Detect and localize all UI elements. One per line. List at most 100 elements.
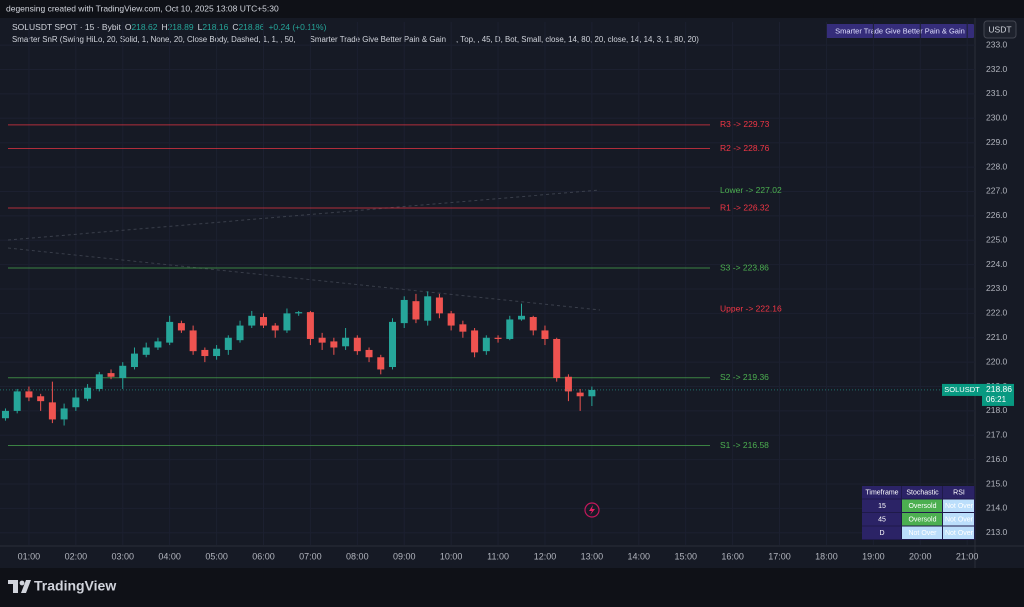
ohlc-value: 218.16 [202, 22, 228, 32]
candle-body [471, 330, 479, 353]
ohlc-value: 218.62 [131, 22, 157, 32]
table-cell: Oversold [908, 503, 936, 510]
y-tick-label: 228.0 [986, 161, 1008, 171]
candle-body [588, 389, 596, 397]
level-label: S3 -> 223.86 [720, 262, 769, 272]
candle-body [236, 325, 244, 341]
table-cell-bg [902, 526, 942, 539]
y-tick-label: 221.0 [986, 332, 1008, 342]
x-tick-label: 04:00 [158, 551, 181, 561]
x-tick-label: 09:00 [393, 551, 416, 561]
ohlc-label: H [161, 22, 167, 32]
candle-body [154, 341, 162, 348]
table-cell-bg [943, 526, 974, 539]
indicator-line: Smarter SnR (Swing HiLo, 20, Solid, 1, N… [12, 35, 699, 44]
y-tick-label: 218.0 [986, 405, 1008, 415]
y-tick-label: 229.0 [986, 137, 1008, 147]
table-cell: Not Over [945, 503, 974, 510]
currency-button[interactable] [983, 20, 1017, 39]
x-tick-label: 07:00 [299, 551, 322, 561]
chart-panel [0, 18, 1024, 568]
x-tick-label: 20:00 [909, 551, 932, 561]
candle-body [119, 365, 127, 378]
y-tick-label: 214.0 [986, 503, 1008, 513]
price-tag-symbol-bg [942, 383, 982, 396]
logo-mark [8, 580, 18, 593]
plot: 213.0214.0215.0216.0217.0218.0219.0220.0… [0, 22, 1014, 561]
x-tick-label: 14:00 [628, 551, 651, 561]
candle-body [84, 387, 92, 399]
y-tick-label: 224.0 [986, 259, 1008, 269]
ohlc-value: 218.86 [238, 22, 264, 32]
candle-body [283, 313, 291, 331]
candle-body [330, 341, 338, 348]
currency[interactable]: USDT [988, 24, 1011, 34]
price-tag-countdown: 06:21 [986, 395, 1007, 404]
x-tick-label: 21:00 [956, 551, 979, 561]
y-tick-label: 223.0 [986, 283, 1008, 293]
candle-body [48, 402, 56, 420]
candle-body [564, 376, 572, 392]
y-tick-label: 227.0 [986, 186, 1008, 196]
table-header-cell [862, 486, 901, 499]
candle-body [494, 337, 502, 339]
candle-body [177, 323, 185, 331]
header: degensing created with TradingView.com, … [6, 3, 279, 13]
candle-body [518, 315, 526, 320]
alert-icon[interactable] [584, 502, 600, 518]
y-tick-label: 233.0 [986, 39, 1008, 49]
table-cell: Not Over [908, 530, 937, 537]
level-label: Lower -> 227.02 [720, 185, 782, 195]
price-tag-symbol: SOLUSDT [944, 385, 980, 394]
indicator-text: Smarter SnR (Swing HiLo, 20, Solid, 1, N… [12, 35, 699, 44]
candle-body [435, 297, 443, 314]
x-tick-label: 17:00 [768, 551, 791, 561]
y-tick-label: 232.0 [986, 64, 1008, 74]
x-tick-label: 08:00 [346, 551, 369, 561]
candle-body [365, 349, 373, 358]
level-label: Upper -> 222.16 [720, 304, 782, 314]
badge-bg [826, 24, 974, 38]
price-tag-price: 218.86 [986, 384, 1012, 394]
table-cell-bg [862, 499, 901, 512]
logo-slash [21, 580, 31, 593]
table-cell: 15 [878, 503, 886, 510]
ohlc-value: 218.89 [168, 22, 194, 32]
table-cell-bg [902, 513, 942, 526]
y-tick-label: 231.0 [986, 88, 1008, 98]
logo-dot [19, 580, 25, 586]
table-header: Stochastic [906, 490, 939, 497]
x-tick-label: 18:00 [815, 551, 838, 561]
candle-body [248, 315, 256, 326]
candle-body [271, 325, 279, 331]
legend-symbol: SOLUSDT SPOT · 15 · Bybit [12, 22, 121, 32]
table-cell-bg [943, 513, 974, 526]
candle-body [259, 317, 267, 326]
legend-text: SOLUSDT SPOT · 15 · Bybit O218.62 H218.89 L… [12, 22, 327, 32]
candle-body [142, 347, 150, 355]
y-tick-label: 216.0 [986, 454, 1008, 464]
candle-body [541, 330, 549, 339]
table-cell: D [879, 530, 884, 537]
candle-body [95, 374, 103, 389]
badge: Smarter Trade Give Better Pain & Gain [835, 26, 965, 35]
candle-body [482, 337, 490, 352]
level-label: R1 -> 226.32 [720, 202, 770, 212]
level-label: S2 -> 219.36 [720, 372, 769, 382]
indicator-params: , Top, , 45, D, Bot, Small, close, 14, 8… [456, 35, 699, 44]
candle-body [130, 353, 138, 368]
candle-body [576, 392, 584, 397]
indicator-params: Smarter SnR (Swing HiLo, 20, Solid, 1, N… [12, 35, 296, 44]
y-tick-label: 213.0 [986, 527, 1008, 537]
candle-body [412, 301, 420, 320]
legend-change: +0.24 (+0.11%) [268, 22, 326, 32]
candle-body [342, 337, 350, 347]
candle-body [400, 299, 408, 324]
y-tick-label: 225.0 [986, 234, 1008, 244]
candle-body [353, 337, 361, 352]
ohlc-label: O [125, 22, 132, 32]
table-cell: Oversold [908, 517, 936, 524]
level-label: R3 -> 229.73 [720, 119, 770, 129]
candle-body [295, 312, 303, 314]
